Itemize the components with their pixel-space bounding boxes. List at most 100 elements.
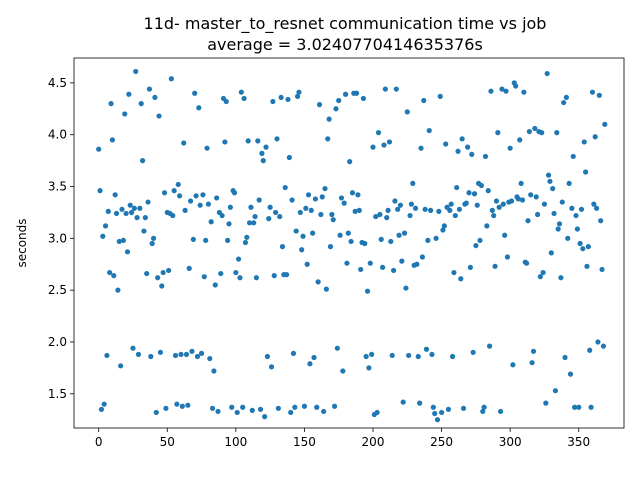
- data-point-24: [129, 209, 135, 216]
- data-point-266: [460, 405, 467, 411]
- data-point-87: [215, 408, 221, 415]
- data-point-356: [584, 263, 590, 269]
- data-point-82: [208, 219, 214, 225]
- data-point-47: [160, 269, 166, 276]
- data-point-193: [360, 95, 366, 102]
- data-point-8: [107, 269, 113, 276]
- data-point-74: [197, 202, 203, 208]
- data-point-199: [369, 351, 375, 358]
- data-point-313: [525, 218, 531, 224]
- data-point-44: [156, 113, 162, 119]
- data-point-191: [358, 266, 364, 273]
- data-point-18: [120, 237, 126, 244]
- data-point-171: [330, 217, 336, 223]
- data-point-188: [353, 90, 360, 96]
- y-tick-label-6: 4.5: [48, 76, 67, 90]
- data-point-75: [198, 350, 205, 356]
- y-tick-label-5: 4.0: [48, 128, 67, 142]
- data-point-17: [119, 206, 125, 212]
- data-point-27: [133, 68, 139, 75]
- data-point-286: [488, 88, 494, 94]
- data-point-106: [241, 95, 247, 102]
- data-point-249: [437, 93, 443, 99]
- data-point-184: [348, 238, 354, 245]
- data-point-43: [155, 275, 161, 281]
- data-point-156: [310, 230, 316, 236]
- data-point-130: [274, 136, 280, 142]
- data-point-211: [385, 207, 391, 213]
- data-point-314: [526, 128, 532, 135]
- data-point-79: [204, 145, 210, 151]
- data-points: [96, 68, 608, 423]
- data-point-125: [267, 204, 273, 210]
- data-point-308: [518, 180, 524, 187]
- y-axis-label: seconds: [15, 218, 29, 267]
- data-point-368: [600, 343, 607, 349]
- data-point-183: [347, 159, 353, 165]
- data-point-46: [159, 283, 165, 289]
- data-point-110: [246, 220, 253, 226]
- data-point-274: [471, 191, 478, 197]
- data-point-296: [502, 232, 508, 238]
- data-point-364: [595, 339, 601, 345]
- data-point-73: [196, 105, 202, 111]
- data-point-178: [340, 368, 346, 374]
- data-point-326: [543, 400, 549, 406]
- data-point-219: [396, 232, 402, 238]
- data-point-340: [562, 354, 568, 361]
- data-point-117: [256, 197, 262, 203]
- data-point-7: [105, 208, 111, 214]
- data-point-187: [352, 208, 358, 214]
- data-point-138: [285, 96, 291, 103]
- data-point-339: [561, 99, 567, 106]
- data-point-307: [517, 137, 523, 143]
- data-point-67: [187, 198, 194, 204]
- data-point-256: [447, 207, 453, 213]
- x-tick-label-1: 50: [160, 435, 175, 449]
- data-point-71: [193, 193, 199, 199]
- data-point-366: [598, 218, 604, 224]
- y-axis: 1.5 2.0 2.5 3.0 3.5 4.0 4.5: [48, 76, 74, 401]
- data-point-86: [214, 195, 220, 201]
- data-point-11: [111, 273, 117, 279]
- data-point-268: [463, 200, 469, 206]
- data-point-66: [186, 265, 192, 271]
- data-point-30: [137, 205, 143, 211]
- data-point-317: [530, 348, 537, 354]
- data-point-196: [364, 288, 371, 294]
- data-point-48: [161, 190, 168, 196]
- data-point-295: [500, 201, 506, 207]
- data-point-207: [380, 264, 386, 270]
- data-point-54: [170, 212, 176, 219]
- data-point-214: [389, 352, 395, 359]
- data-point-77: [201, 274, 207, 280]
- data-point-362: [592, 134, 598, 140]
- data-point-273: [470, 349, 476, 355]
- data-point-108: [244, 234, 250, 240]
- data-point-163: [319, 194, 325, 200]
- data-point-363: [593, 205, 600, 211]
- data-point-174: [334, 345, 340, 351]
- x-tick-label-4: 200: [362, 435, 385, 449]
- data-point-361: [591, 201, 597, 207]
- data-point-162: [318, 211, 324, 218]
- data-point-264: [458, 276, 464, 282]
- data-point-15: [116, 238, 122, 245]
- data-point-265: [459, 136, 465, 142]
- data-point-49: [163, 405, 169, 411]
- data-point-281: [481, 404, 487, 410]
- data-point-70: [192, 90, 198, 96]
- data-point-153: [305, 192, 312, 198]
- data-point-290: [493, 198, 500, 204]
- data-point-276: [474, 202, 480, 208]
- data-point-217: [393, 86, 399, 92]
- data-point-315: [528, 192, 534, 198]
- data-point-5: [102, 223, 109, 229]
- data-point-354: [581, 139, 587, 145]
- data-point-107: [242, 239, 249, 246]
- data-point-270: [466, 190, 472, 196]
- data-point-218: [395, 206, 401, 212]
- data-point-320: [534, 211, 541, 218]
- data-point-279: [478, 182, 484, 189]
